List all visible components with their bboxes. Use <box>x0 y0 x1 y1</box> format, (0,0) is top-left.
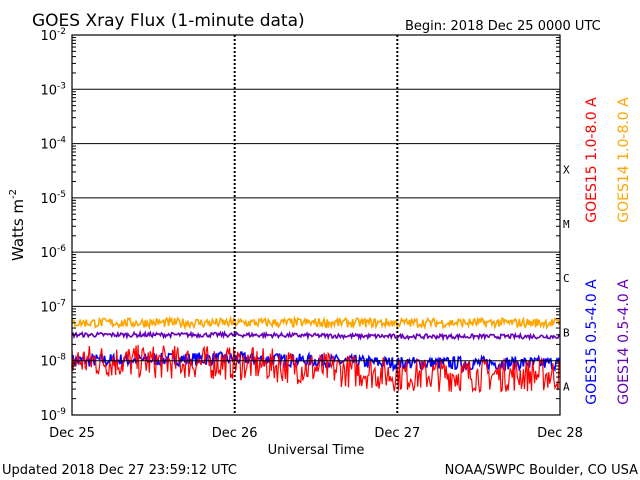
y-tick-label: 10-5 <box>40 190 66 207</box>
x-tick-label: Dec 25 <box>49 426 95 441</box>
y-tick-label: 10-8 <box>40 353 66 370</box>
y-tick-label: 10-7 <box>40 298 66 315</box>
series-line <box>71 315 561 331</box>
y-axis-label-exponent: -2 <box>8 189 19 199</box>
legend-entry: GOES15 1.0-8.0 A <box>584 97 600 223</box>
x-tick-label: Dec 28 <box>537 426 583 441</box>
updated-time: Updated 2018 Dec 27 23:59:12 UTC <box>2 463 237 478</box>
x-tick-label: Dec 26 <box>212 426 258 441</box>
y-axis-label: Watts m-2 <box>8 189 27 261</box>
plot-frame <box>71 34 561 416</box>
legend-entry: GOES14 1.0-8.0 A <box>616 97 632 223</box>
chart-title: GOES Xray Flux (1-minute data) <box>32 11 305 31</box>
y-tick-label: 10-4 <box>40 136 66 153</box>
y-axis-label-text: Watts m <box>9 199 27 261</box>
y-tick-labels: 10-2 10-3 10-4 10-5 10-6 10-7 10-8 10-9 <box>40 27 66 424</box>
series-line <box>71 344 561 394</box>
legend-entry: GOES15 0.5-4.0 A <box>584 279 600 405</box>
legend: GOES15 1.0-8.0 A GOES14 1.0-8.0 A GOES15 0… <box>584 97 632 405</box>
legend-entry: GOES14 0.5-4.0 A <box>616 279 632 405</box>
begin-time: Begin: 2018 Dec 25 0000 UTC <box>405 19 601 34</box>
y-tick-label: 10-2 <box>40 27 66 44</box>
credit: NOAA/SWPC Boulder, CO USA <box>445 463 638 478</box>
grid-layer <box>72 35 560 415</box>
x-tick-labels: Dec 25 Dec 26 Dec 27 Dec 28 <box>49 426 583 441</box>
y-tick-label: 10-9 <box>40 407 66 424</box>
flare-class-label: C <box>563 272 570 285</box>
flare-class-labels: X M C B A <box>563 164 570 394</box>
y-tick-label: 10-6 <box>40 244 66 261</box>
series-layer <box>71 315 561 394</box>
x-axis-label: Universal Time <box>268 443 365 458</box>
x-tick-label: Dec 27 <box>374 426 420 441</box>
series-line <box>71 329 561 342</box>
y-tick-label: 10-3 <box>40 81 66 98</box>
y-axis-label-group: Watts m-2 <box>8 189 27 261</box>
flare-class-label: M <box>563 218 570 231</box>
flare-class-label: A <box>563 381 570 394</box>
flare-class-label: X <box>563 164 570 177</box>
flare-class-label: B <box>563 326 570 339</box>
